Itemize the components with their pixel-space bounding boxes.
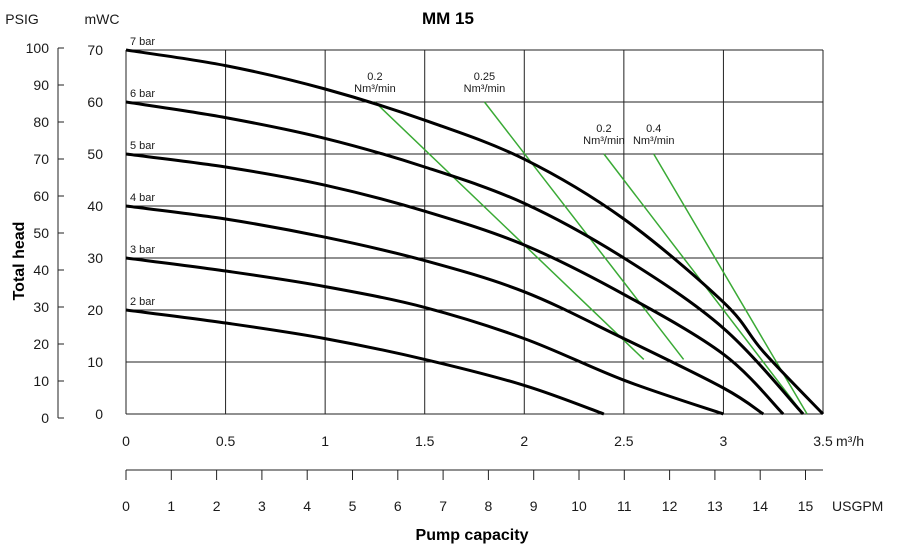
psig-tick-label: 50 <box>33 225 49 241</box>
curve-6-bar <box>125 100 805 416</box>
mwc-tick-label: 10 <box>87 354 103 370</box>
air-line-label: 0.2 Nm³/min <box>354 71 396 95</box>
usgpm-tick-label: 10 <box>571 498 587 514</box>
mwc-tick-label: 60 <box>87 94 103 110</box>
psig-tick-label: 60 <box>33 188 49 204</box>
usgpm-tick-label: 9 <box>530 498 538 514</box>
usgpm-tick-label: 3 <box>258 498 266 514</box>
air-line-label-unit: Nm³/min <box>354 83 396 95</box>
curve-label: 6 bar <box>130 88 155 100</box>
x-tick-label: 0 <box>122 433 130 449</box>
curve-3-bar <box>125 256 724 416</box>
usgpm-tick-label: 7 <box>439 498 447 514</box>
psig-tick-label: 90 <box>33 77 49 93</box>
air-line-label: 0.2 Nm³/min <box>583 123 625 147</box>
usgpm-tick-label: 12 <box>662 498 678 514</box>
air-line-label-value: 0.2 <box>596 123 611 135</box>
air-consumption-line <box>483 101 685 360</box>
usgpm-tick-label: 6 <box>394 498 402 514</box>
x-tick-label: 1.5 <box>415 433 435 449</box>
usgpm-tick-label: 5 <box>349 498 357 514</box>
usgpm-tick-label: 4 <box>303 498 311 514</box>
air-line-label: 0.4 Nm³/min <box>633 123 675 147</box>
mwc-tick-label: 70 <box>87 42 103 58</box>
mwc-unit-label: mWC <box>85 11 120 27</box>
curve-2-bar <box>125 308 605 416</box>
chart-title: MM 15 <box>422 9 474 28</box>
air-line-label: 0.25 Nm³/min <box>464 71 506 95</box>
air-line-label-unit: Nm³/min <box>583 135 625 147</box>
usgpm-tick-label: 11 <box>617 498 632 514</box>
x-tick-label: 1 <box>321 433 329 449</box>
air-line-label-value: 0.25 <box>474 71 495 83</box>
psig-tick-label: 0 <box>41 410 49 426</box>
psig-tick-label: 70 <box>33 151 49 167</box>
usgpm-tick-label: 15 <box>798 498 814 514</box>
usgpm-tick-label: 0 <box>122 498 130 514</box>
psig-unit-label: PSIG <box>5 11 38 27</box>
usgpm-tick-label: 14 <box>752 498 768 514</box>
air-line-label-value: 0.2 <box>367 71 382 83</box>
psig-tick-label: 100 <box>26 40 50 56</box>
x-axis-title: Pump capacity <box>416 527 529 544</box>
x-tick-label: 2 <box>520 433 528 449</box>
mwc-tick-label: 0 <box>95 406 103 422</box>
curve-label: 5 bar <box>130 140 155 152</box>
mwc-tick-label: 20 <box>87 302 103 318</box>
x-unit-primary: m³/h <box>836 433 864 449</box>
curve-4-bar <box>125 204 765 416</box>
mwc-tick-label: 50 <box>87 146 103 162</box>
psig-tick-label: 30 <box>33 299 49 315</box>
x-tick-label: 2.5 <box>614 433 634 449</box>
air-line-label-unit: Nm³/min <box>464 83 506 95</box>
mwc-tick-label: 40 <box>87 198 103 214</box>
x-tick-label: 3 <box>720 433 728 449</box>
curve-5-bar <box>125 152 785 416</box>
y-axis-title: Total head <box>11 222 28 301</box>
curve-label: 3 bar <box>130 244 155 256</box>
x-unit-secondary: USGPM <box>832 498 883 514</box>
x-tick-label: 3.5 <box>813 433 833 449</box>
air-line-label-unit: Nm³/min <box>633 135 675 147</box>
air-consumption-line <box>374 101 645 360</box>
mwc-tick-label: 30 <box>87 250 103 266</box>
usgpm-tick-label: 8 <box>485 498 493 514</box>
usgpm-tick-label: 13 <box>707 498 723 514</box>
usgpm-tick-label: 1 <box>167 498 175 514</box>
curve-label: 7 bar <box>130 36 155 48</box>
usgpm-tick-label: 2 <box>213 498 221 514</box>
curve-7-bar <box>125 48 825 416</box>
psig-tick-label: 80 <box>33 114 49 130</box>
curve-label: 2 bar <box>130 296 155 308</box>
psig-tick-label: 10 <box>33 373 49 389</box>
psig-tick-label: 20 <box>33 336 49 352</box>
psig-tick-label: 40 <box>33 262 49 278</box>
curve-label: 4 bar <box>130 192 155 204</box>
x-tick-label: 0.5 <box>216 433 236 449</box>
air-line-label-value: 0.4 <box>646 123 661 135</box>
